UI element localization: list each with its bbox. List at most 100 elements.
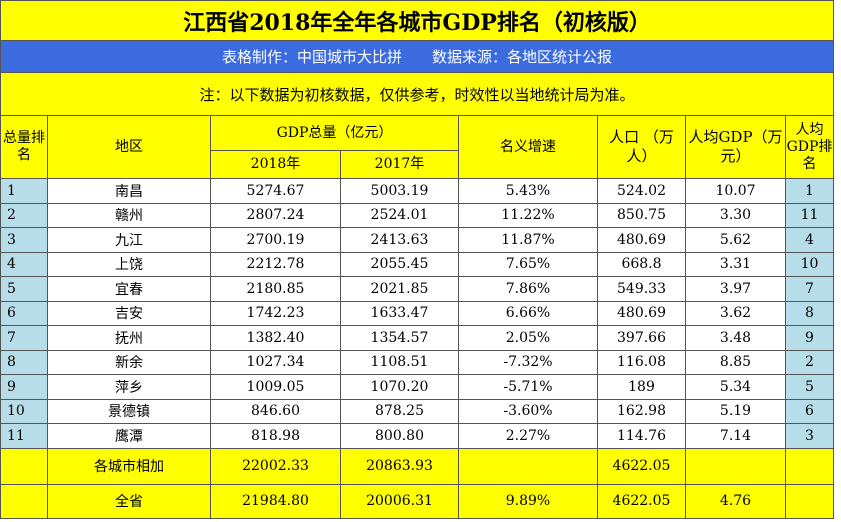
cell: 2.27% [458,423,598,449]
cell: 6 [0,300,48,326]
cell: 21984.80 [210,483,341,519]
table-body: 1 南昌 5274.67 5003.19 5.43% 524.02 10.07 1 2 赣州 280… [0,178,835,449]
cell: 3.97 [685,276,786,302]
cell: 6.66% [458,300,598,326]
cell: 10 [784,251,835,277]
cell: 5274.67 [210,178,341,204]
cell: 846.60 [210,398,341,424]
table-row: 4 上饶 2212.78 2055.45 7.65% 668.8 3.31 10 [0,251,835,277]
cell: 2413.63 [340,227,459,253]
cell: 吉安 [47,300,211,326]
cell: 5 [0,276,48,302]
cell [685,447,786,485]
cell: 7 [0,325,48,351]
table-row: 8 新余 1027.34 1108.51 -7.32% 116.08 8.85 2 [0,349,835,375]
cell: 新余 [47,349,211,375]
cell: 1 [0,178,48,204]
header-cell: 总量排名 [0,115,48,179]
cell: 162.98 [597,398,686,424]
cell: 9 [0,374,48,400]
cell: 878.25 [340,398,459,424]
cell: 5.62 [685,227,786,253]
cell: 3 [784,423,835,449]
cell: 2.05% [458,325,598,351]
cell: 549.33 [597,276,686,302]
cell: 1009.05 [210,374,341,400]
cell: 1070.20 [340,374,459,400]
cell: 鹰潭 [47,423,211,449]
subtitle: 表格制作：中国城市大比拼 数据来源：各地区统计公报 [0,40,835,73]
table-row: 1 南昌 5274.67 5003.19 5.43% 524.02 10.07 1 [0,178,835,204]
cell: 南昌 [47,178,211,204]
cell: 116.08 [597,349,686,375]
cell: 景德镇 [47,398,211,424]
cell [0,447,48,485]
cell: 20006.31 [340,483,459,519]
cell: 850.75 [597,202,686,228]
cell: 8 [0,349,48,375]
cell [784,483,835,519]
cell: 10.07 [685,178,786,204]
cell [0,483,48,519]
cell: -7.32% [458,349,598,375]
cell: 3.31 [685,251,786,277]
cell: 524.02 [597,178,686,204]
cell: 7 [784,276,835,302]
cell: 上饶 [47,251,211,277]
cell: 2524.01 [340,202,459,228]
cell: 7.65% [458,251,598,277]
cell: 7.14 [685,423,786,449]
cell: 2807.24 [210,202,341,228]
cell: 800.80 [340,423,459,449]
cell: -3.60% [458,398,598,424]
cell: 赣州 [47,202,211,228]
cell: 480.69 [597,227,686,253]
table-row: 6 吉安 1742.23 1633.47 6.66% 480.69 3.62 8 [0,300,835,326]
cell: -5.71% [458,374,598,400]
cell: 8 [784,300,835,326]
cell: 3.62 [685,300,786,326]
header-cell: 人均GDP排名 [784,115,835,179]
cell: 4622.05 [597,447,686,485]
cell: 6 [784,398,835,424]
cell: 10 [0,398,48,424]
cell: 九江 [47,227,211,253]
cell [784,447,835,485]
cell: 8.85 [685,349,786,375]
table-row: 7 抚州 1382.40 1354.57 2.05% 397.66 3.48 9 [0,325,835,351]
cell: 3 [0,227,48,253]
cell: 11 [784,202,835,228]
cell: 全省 [47,483,211,519]
cell: 2021.85 [340,276,459,302]
cell: 5.43% [458,178,598,204]
header-cell: 人口 （万人） [597,115,686,179]
cell: 22002.33 [210,447,341,485]
cell: 抚州 [47,325,211,351]
cell: 5.34 [685,374,786,400]
note: 注：以下数据为初核数据，仅供参考，时效性以当地统计局为准。 [0,72,835,116]
cell: 4 [784,227,835,253]
cell: 1633.47 [340,300,459,326]
header-cell: GDP总量（亿元） [210,115,459,151]
cell: 3.30 [685,202,786,228]
cell: 1354.57 [340,325,459,351]
cell: 189 [597,374,686,400]
cell [458,447,598,485]
cell: 1382.40 [210,325,341,351]
cell: 1027.34 [210,349,341,375]
cell: 480.69 [597,300,686,326]
cell: 7.86% [458,276,598,302]
cell: 668.8 [597,251,686,277]
cell: 4 [0,251,48,277]
title: 江西省2018年全年各城市GDP排名（初核版） [0,0,835,41]
header-cell: 2018年 [210,150,341,179]
cell: 20863.93 [340,447,459,485]
cell: 3.48 [685,325,786,351]
table-row: 11 鹰潭 818.98 800.80 2.27% 114.76 7.14 3 [0,423,835,449]
cell: 5 [784,374,835,400]
cell: 5.19 [685,398,786,424]
cell: 9.89% [458,483,598,519]
table-row: 3 九江 2700.19 2413.63 11.87% 480.69 5.62 4 [0,227,835,253]
header-cell: 人均GDP（万元） [685,115,786,179]
